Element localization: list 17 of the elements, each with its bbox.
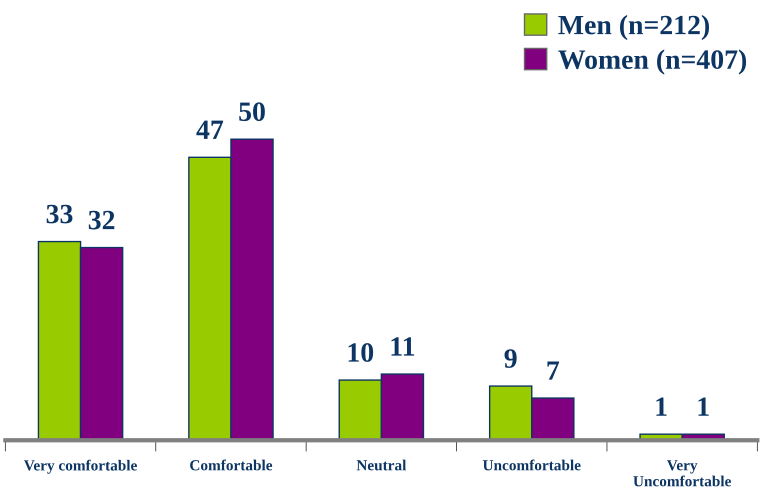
data-label: 32 (88, 210, 114, 230)
x-tick-label: Uncomfortable (482, 460, 581, 470)
legend-label: Women (n=407) (558, 49, 746, 75)
data-label: 50 (239, 102, 265, 122)
data-label: 47 (196, 120, 224, 139)
x-tick-label: Very comfortable (24, 460, 137, 474)
data-label: 33 (46, 204, 72, 224)
data-label: 9 (504, 349, 517, 368)
x-tick-label: Neutral (356, 460, 406, 470)
data-label: 1 (656, 397, 667, 416)
legend-label: Men (n=212) (558, 14, 710, 40)
data-label: 7 (547, 361, 560, 380)
data-label: 11 (392, 337, 414, 356)
data-label: 1 (698, 397, 709, 416)
data-label: 10 (348, 343, 374, 362)
x-tick-label: Comfortable (190, 460, 272, 470)
x-tick-label: Very Uncomfortable (633, 460, 731, 486)
